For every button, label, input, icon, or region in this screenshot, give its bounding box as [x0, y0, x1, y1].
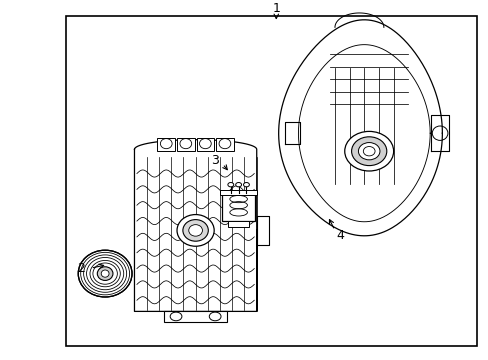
Polygon shape: [284, 122, 299, 144]
Ellipse shape: [183, 220, 208, 241]
Ellipse shape: [227, 183, 233, 187]
Ellipse shape: [344, 131, 393, 171]
Bar: [163, 311, 227, 322]
Ellipse shape: [243, 183, 249, 187]
Bar: [222, 193, 255, 221]
Ellipse shape: [78, 250, 132, 297]
Bar: [134, 149, 256, 311]
Bar: [177, 138, 194, 151]
Bar: [216, 138, 233, 151]
Ellipse shape: [177, 215, 214, 246]
Bar: [66, 16, 476, 346]
Text: 2: 2: [77, 262, 84, 275]
Polygon shape: [430, 115, 448, 151]
Ellipse shape: [351, 137, 386, 166]
Bar: [220, 190, 257, 195]
Ellipse shape: [97, 267, 113, 280]
Polygon shape: [256, 216, 268, 245]
Ellipse shape: [235, 183, 241, 187]
Ellipse shape: [358, 143, 379, 160]
Polygon shape: [134, 140, 256, 311]
Bar: [157, 138, 175, 151]
Polygon shape: [278, 20, 442, 236]
Bar: [227, 221, 249, 227]
Text: 3: 3: [211, 154, 219, 167]
Text: 4: 4: [335, 229, 343, 242]
Bar: [196, 138, 214, 151]
Ellipse shape: [101, 270, 109, 277]
Text: 1: 1: [272, 3, 280, 15]
Ellipse shape: [188, 225, 202, 236]
